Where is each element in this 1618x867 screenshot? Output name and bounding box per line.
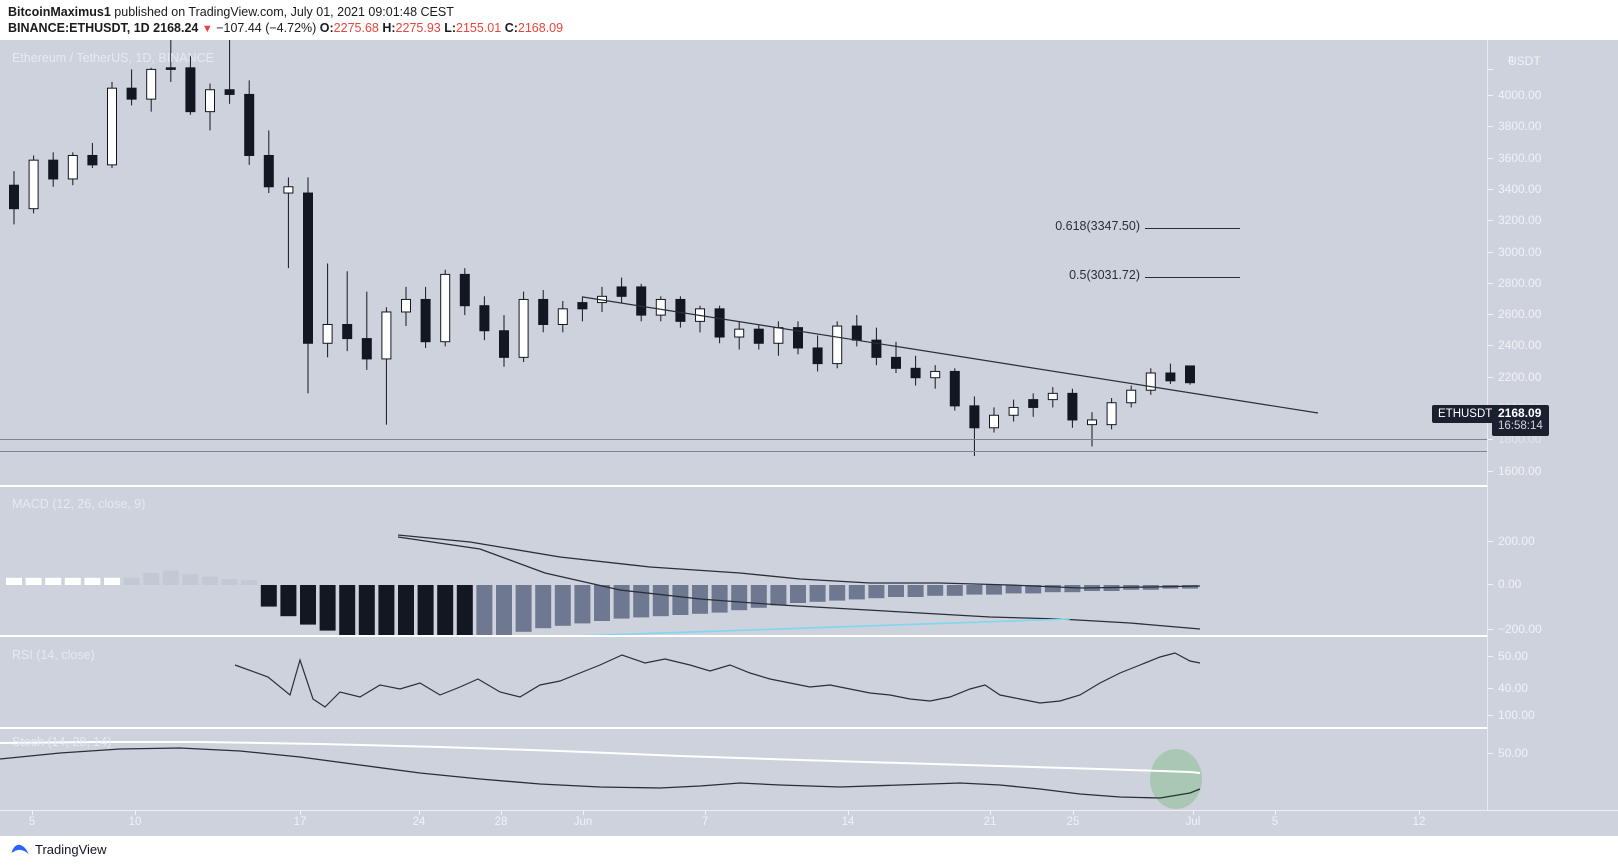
open-label: O: — [319, 21, 334, 35]
time-axis-tick — [1073, 810, 1074, 815]
pane-separator-3[interactable] — [0, 727, 1618, 729]
fib-label-0618: 0.618(3347.50) — [1055, 219, 1140, 233]
low-value: 2155.01 — [456, 21, 502, 35]
time-axis-tick — [419, 810, 420, 815]
time-axis-label: 10 — [128, 816, 142, 828]
time-axis-label: 5 — [28, 816, 36, 828]
open-value: 2275.68 — [333, 21, 379, 35]
macd-series — [6, 534, 1201, 635]
time-axis-label: Jul — [1185, 816, 1201, 828]
time-axis-label: 28 — [494, 816, 508, 828]
price-change-value: −107.44 (−4.72%) — [216, 21, 317, 35]
time-axis-tick — [583, 810, 584, 815]
publish-line: BitcoinMaximus1 published on TradingView… — [8, 5, 454, 19]
time-axis-tick — [32, 810, 33, 815]
time-axis-label: 17 — [293, 816, 307, 828]
candlestick-series — [9, 40, 1195, 456]
current-price-value: 2168.09 — [1498, 406, 1542, 420]
high-value: 2275.93 — [395, 21, 441, 35]
price-level-line-1 — [0, 439, 1487, 440]
time-axis-tick — [1419, 810, 1420, 815]
chart-header: BitcoinMaximus1 published on TradingView… — [0, 0, 1618, 40]
time-axis-tick — [1275, 810, 1276, 815]
chart-area[interactable]: Ethereum / TetherUS, 1D, BINANCE 0.618(3… — [0, 40, 1618, 810]
low-label: L: — [444, 21, 457, 35]
bar-countdown: 16:58:14 — [1498, 420, 1543, 433]
tradingview-logo-text: TradingView — [35, 842, 107, 857]
last-price-value: 2168.24 — [153, 21, 199, 35]
time-axis-label: 25 — [1066, 816, 1080, 828]
current-price-badge: 2168.09 16:58:14 — [1492, 405, 1549, 437]
fib-line-05 — [1145, 277, 1240, 278]
time-axis-tick — [1193, 810, 1194, 815]
publish-text: published on TradingView.com, July 01, 2… — [114, 5, 454, 19]
time-axis-label: 21 — [983, 816, 997, 828]
macd-pane[interactable]: MACD (12, 26, close, 9) — [0, 487, 1487, 635]
fib-line-0618 — [1145, 228, 1240, 229]
stoch-series — [0, 741, 1201, 799]
time-axis-label: Jun — [573, 816, 593, 828]
macd-pane-title: MACD (12, 26, close, 9) — [12, 497, 146, 511]
fib-label-05: 0.5(3031.72) — [1069, 268, 1140, 282]
rsi-series — [234, 652, 1201, 708]
price-level-line-2 — [0, 451, 1487, 452]
time-axis[interactable]: 5 10 17 24 28 Jun 7 14 21 25 Jul 5 12 — [0, 810, 1618, 837]
stoch-cross-highlight — [1150, 749, 1202, 809]
tradingview-logo-icon — [11, 844, 29, 854]
descending-trendline[interactable] — [0, 40, 1487, 485]
time-axis-label: 24 — [412, 816, 426, 828]
time-axis-tick — [135, 810, 136, 815]
pane-separator-1[interactable] — [0, 485, 1618, 487]
symbol-badge: ETHUSDT — [1432, 405, 1499, 423]
stoch-pane-title: Stoch (14, 28, 14) — [12, 735, 112, 749]
quote-line: BINANCE:ETHUSDT, 1D 2168.24 ▼ −107.44 (−… — [8, 21, 563, 35]
close-label: C: — [504, 21, 518, 35]
time-axis-tick — [990, 810, 991, 815]
rsi-pane-title: RSI (14, close) — [12, 648, 95, 662]
time-axis-label: 14 — [841, 816, 855, 828]
tradingview-logo[interactable]: TradingView — [10, 842, 107, 857]
time-axis-tick — [501, 810, 502, 815]
footer: TradingView — [0, 836, 1618, 867]
rsi-pane[interactable]: RSI (14, close) — [0, 637, 1487, 727]
symbol-interval-label: BINANCE:ETHUSDT, 1D — [8, 21, 150, 35]
time-axis-label: 5 — [1271, 816, 1279, 828]
time-axis-label: 12 — [1412, 816, 1426, 828]
price-pane[interactable]: Ethereum / TetherUS, 1D, BINANCE 0.618(3… — [0, 40, 1487, 485]
time-axis-tick — [705, 810, 706, 815]
high-label: H: — [382, 21, 396, 35]
time-axis-tick — [848, 810, 849, 815]
author-name: BitcoinMaximus1 — [8, 5, 111, 19]
stoch-pane[interactable]: Stoch (14, 28, 14) — [0, 729, 1487, 810]
close-value: 2168.09 — [517, 21, 564, 35]
time-axis-label: 7 — [701, 816, 709, 828]
price-pane-title: Ethereum / TetherUS, 1D, BINANCE — [12, 51, 214, 65]
pane-separator-2[interactable] — [0, 635, 1618, 637]
price-down-arrow-icon: ▼ — [201, 23, 213, 35]
time-axis-tick — [300, 810, 301, 815]
